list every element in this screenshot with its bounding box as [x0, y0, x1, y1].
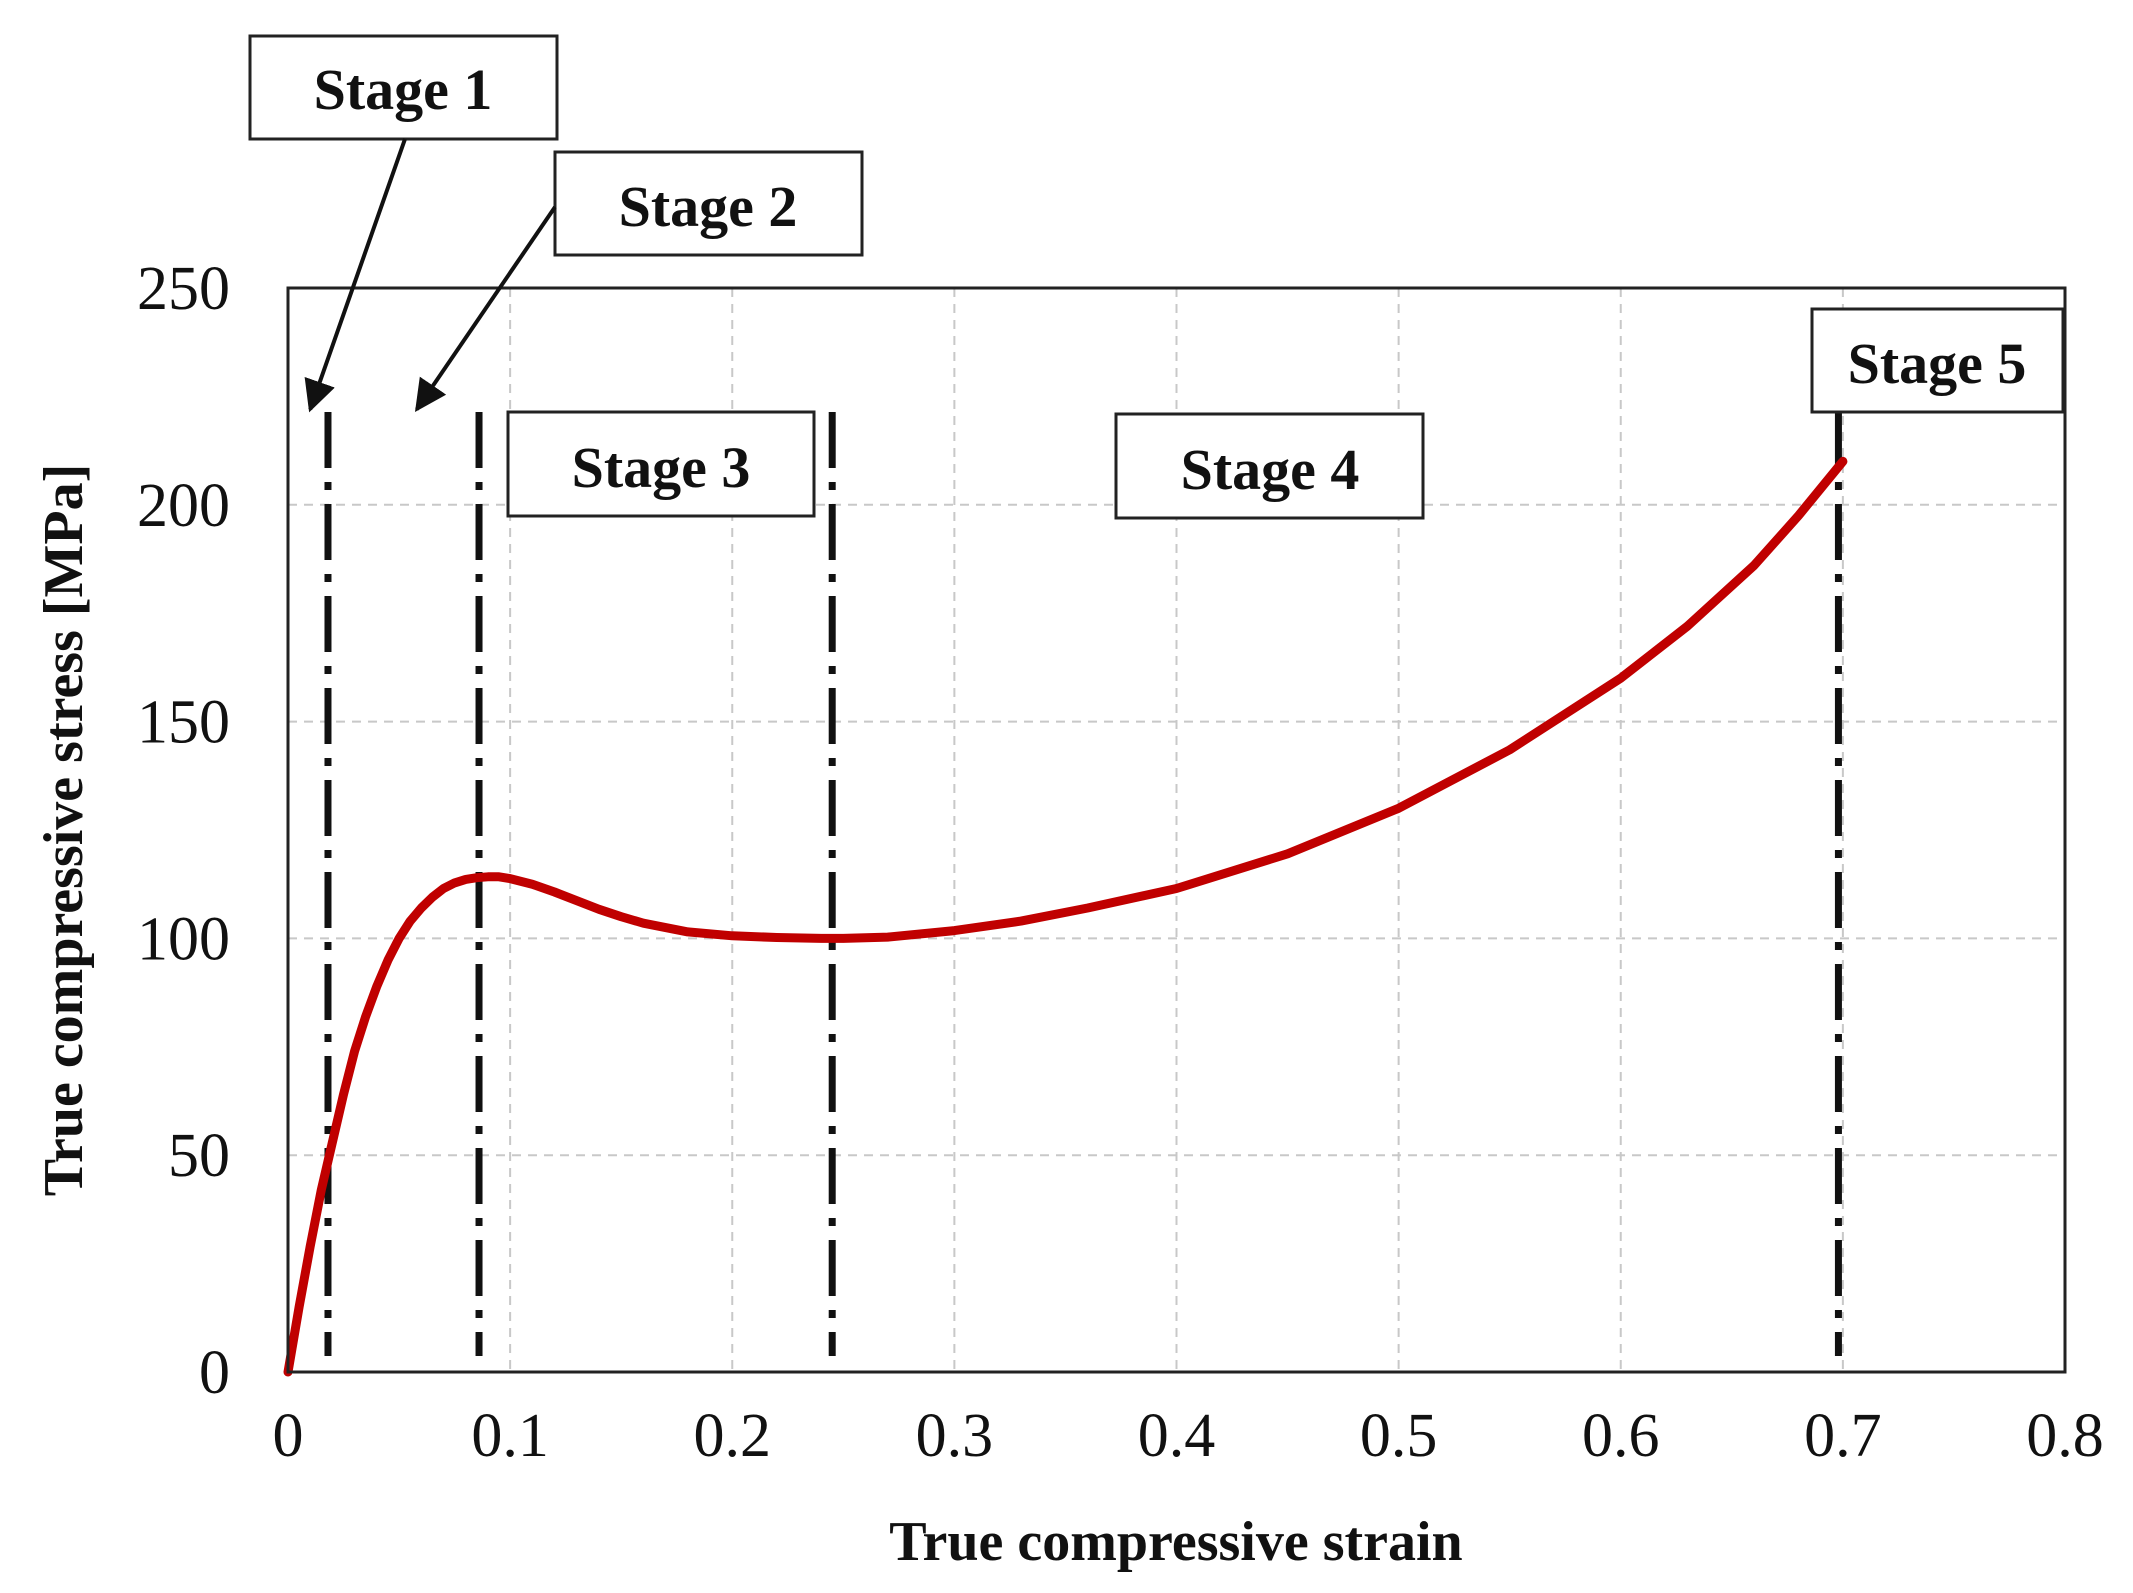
stage-annotations: Stage 1 Stage 2 Stage 3 Stage 4 Stage 5: [248, 34, 2065, 520]
stage-1-box: [248, 34, 559, 141]
stage-5-box: [1810, 307, 2065, 414]
stage-1-callout: Stage 1: [248, 34, 559, 141]
tick-labels: 0 0.1 0.2 0.3 0.4 0.5 0.6 0.7 0.8 0 50 100 150 200 250: [137, 255, 2104, 1470]
x-tick-label: 0.7: [1804, 1402, 1882, 1470]
x-tick-label: 0.2: [694, 1402, 772, 1470]
x-tick-label: 0: [273, 1402, 304, 1470]
stage-3-box: [506, 410, 816, 518]
y-tick-label: 50: [168, 1122, 230, 1190]
x-tick-label: 0.8: [2026, 1402, 2104, 1470]
stage-1-arrow: [304, 138, 407, 413]
stage-4-callout: Stage 4: [1114, 412, 1425, 520]
stage-2-box: [553, 150, 864, 257]
plot-area-frame: [286, 286, 2067, 1374]
stage-boundaries: [324, 412, 1842, 1356]
x-tick-label: 0.6: [1582, 1402, 1660, 1470]
stage-2-label: Stage 2: [619, 174, 798, 239]
x-tick-label: 0.1: [471, 1402, 549, 1470]
stage-4-label: Stage 4: [1181, 437, 1360, 502]
stage-4-box: [1114, 412, 1425, 520]
x-tick-label: 0.3: [916, 1402, 994, 1470]
stage-5-callout: Stage 5: [1810, 307, 2065, 414]
x-axis-title: True compressive strain: [889, 1511, 1462, 1573]
x-tick-label: 0.5: [1360, 1402, 1438, 1470]
y-tick-label: 100: [137, 905, 230, 973]
stage-3-callout: Stage 3: [506, 410, 816, 518]
stage-2-arrow: [414, 205, 557, 413]
stage-3-label: Stage 3: [572, 435, 751, 500]
y-tick-label: 200: [137, 472, 230, 540]
stage-2-callout: Stage 2: [553, 150, 864, 257]
series-layer: [283, 456, 1848, 1377]
y-tick-label: 150: [137, 689, 230, 757]
y-tick-label: 250: [137, 255, 230, 323]
stage-5-label: Stage 5: [1848, 331, 2027, 396]
stage-1-label: Stage 1: [314, 57, 493, 122]
y-tick-label: 0: [199, 1339, 230, 1407]
stress-strain-curve: [283, 456, 1848, 1377]
y-axis-title: True compressive stress [MPa]: [33, 464, 95, 1196]
x-tick-label: 0.4: [1138, 1402, 1216, 1470]
